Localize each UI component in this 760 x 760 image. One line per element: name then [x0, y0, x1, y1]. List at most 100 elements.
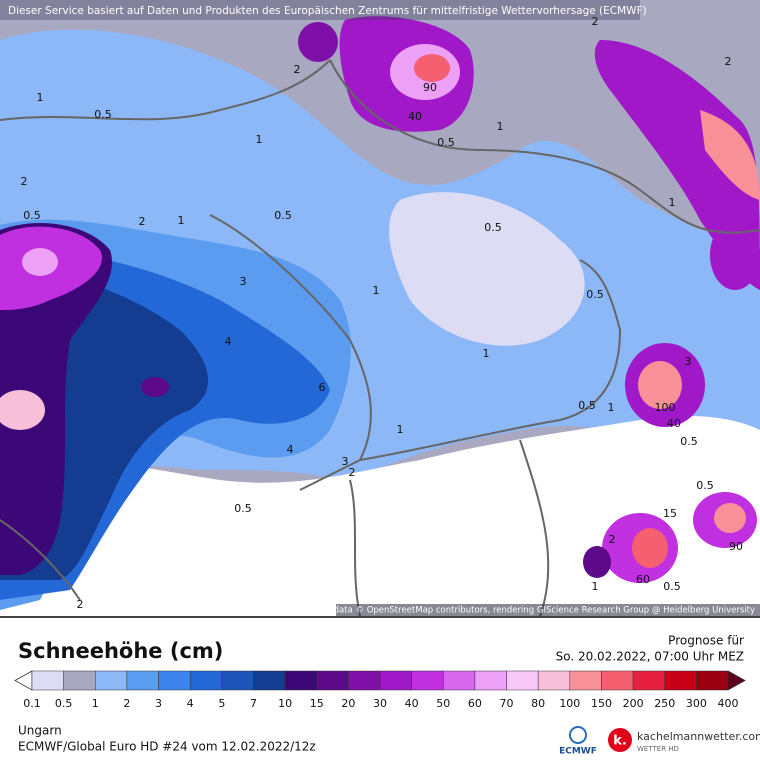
snow-free-area — [0, 415, 760, 616]
contour-label: 1 — [497, 120, 504, 133]
contour-label: 1 — [397, 423, 404, 436]
snow-area — [594, 40, 760, 290]
scale-label: 80 — [531, 697, 545, 710]
scale-box — [95, 670, 128, 691]
snow-area — [298, 22, 338, 62]
scale-arrow-high — [727, 670, 746, 691]
snow-area — [714, 503, 746, 533]
scale-box — [379, 670, 412, 691]
brand-mark: k. — [613, 734, 627, 749]
contour-label: 60 — [636, 573, 650, 586]
scale-label: 100 — [559, 697, 580, 710]
scale-box — [632, 670, 665, 691]
forecast-time: So. 20.02.2022, 07:00 Uhr MEZ — [556, 650, 744, 664]
scale-box — [221, 670, 254, 691]
contour-label: 1 — [178, 214, 185, 227]
contour-label: 0.5 — [23, 209, 41, 222]
scale-label: 2 — [123, 697, 130, 710]
scale-box — [474, 670, 507, 691]
scale-box — [253, 670, 286, 691]
scale-box — [284, 670, 317, 691]
contour-label: 2 — [592, 15, 599, 28]
contour-label: 2 — [294, 63, 301, 76]
snow-area — [389, 192, 585, 346]
contour-label: 0.5 — [94, 108, 112, 121]
contour-label: 2 — [609, 533, 616, 546]
contour-label: 3 — [685, 355, 692, 368]
scale-label: 60 — [468, 697, 482, 710]
contour-label: 4 — [287, 443, 294, 456]
contour-label: 4 — [225, 335, 232, 348]
contour-label: 1 — [608, 401, 615, 414]
contour-label: 2 — [725, 55, 732, 68]
scale-label: 300 — [686, 697, 707, 710]
scale-label: 200 — [623, 697, 644, 710]
border-line — [209, 214, 372, 491]
model-run: ECMWF/Global Euro HD #24 vom 12.02.2022/… — [18, 740, 316, 754]
ecmwf-logo: ECMWF — [559, 747, 597, 757]
brand-sub: WETTER HD — [637, 745, 679, 753]
scale-box — [126, 670, 159, 691]
snow-area — [0, 390, 45, 430]
border-line — [349, 439, 550, 617]
contour-label: 3 — [342, 455, 349, 468]
scale-label: 30 — [373, 697, 387, 710]
scale-box — [601, 670, 634, 691]
contour-label: 90 — [729, 540, 743, 553]
scale-arrow-low — [14, 670, 33, 691]
contour-label: 100 — [655, 401, 676, 414]
contour-label: 0.5 — [680, 435, 698, 448]
contour-label: 2 — [77, 598, 84, 611]
scale-label: 0.1 — [23, 697, 41, 710]
contour-label: 3 — [240, 275, 247, 288]
snow-area — [141, 377, 169, 397]
contour-label: 1 — [373, 284, 380, 297]
scale-label: 20 — [341, 697, 355, 710]
notice-band — [0, 0, 640, 20]
scale-box — [189, 670, 223, 691]
scale-label: 250 — [654, 697, 675, 710]
brand: kachelmannwetter.com — [637, 730, 760, 743]
forecast-label: Prognose für — [668, 634, 744, 648]
notice: Dieser Service basiert auf Daten und Pro… — [8, 5, 647, 17]
snow-area — [22, 248, 58, 276]
scale-label: 40 — [405, 697, 419, 710]
border-line — [359, 259, 622, 461]
brand-icon — [608, 728, 632, 752]
scale-label: 15 — [310, 697, 324, 710]
contour-label: 0.5 — [663, 580, 681, 593]
contour-label: 40 — [408, 110, 422, 123]
attribution: Map data © OpenStreetMap contributors, r… — [313, 606, 755, 616]
divider — [0, 616, 760, 618]
snow-area — [414, 54, 450, 82]
contour-label: 0.5 — [234, 502, 252, 515]
scale-box — [316, 670, 349, 691]
contour-label: 1 — [483, 347, 490, 360]
snow-area — [583, 546, 611, 578]
border-line — [0, 519, 81, 601]
snow-area — [700, 110, 760, 200]
borders — [0, 59, 760, 617]
scale-label: 50 — [436, 697, 450, 710]
scale-label: 10 — [278, 697, 292, 710]
scale-box — [31, 670, 64, 691]
contour-label: 40 — [667, 417, 681, 430]
scale-box — [443, 670, 476, 691]
scale-label: 3 — [155, 697, 162, 710]
scale-box — [696, 670, 729, 691]
snow-area — [638, 361, 682, 409]
contour-label: 1 — [37, 91, 44, 104]
map: 2 2 90 40 0.5 1 0.5 1 1 2 0.5 2 1 0.5 0.5 1 3 1 0.5 4 1 3 100 4… — [0, 0, 760, 617]
scale-box — [158, 670, 191, 691]
contour-label: 0.5 — [274, 209, 292, 222]
contour-labels: 2 2 90 40 0.5 1 0.5 1 1 2 0.5 2 1 0.5 0.5 1 3 1 0.5 4 1 3 100 4… — [21, 15, 744, 611]
contour-label: 2 — [21, 175, 28, 188]
scale-box — [506, 670, 539, 691]
scale-label: 70 — [500, 697, 514, 710]
legend-title: Schneehöhe (cm) — [18, 639, 223, 663]
scale-box — [63, 670, 96, 691]
region: Ungarn — [18, 724, 62, 738]
scale-box — [537, 670, 571, 691]
color-scale: 0.1 0.5 1 2 3 4 5 7 10 15 20 30 40 50 60 70 80 100 150 200 2… — [14, 670, 746, 710]
